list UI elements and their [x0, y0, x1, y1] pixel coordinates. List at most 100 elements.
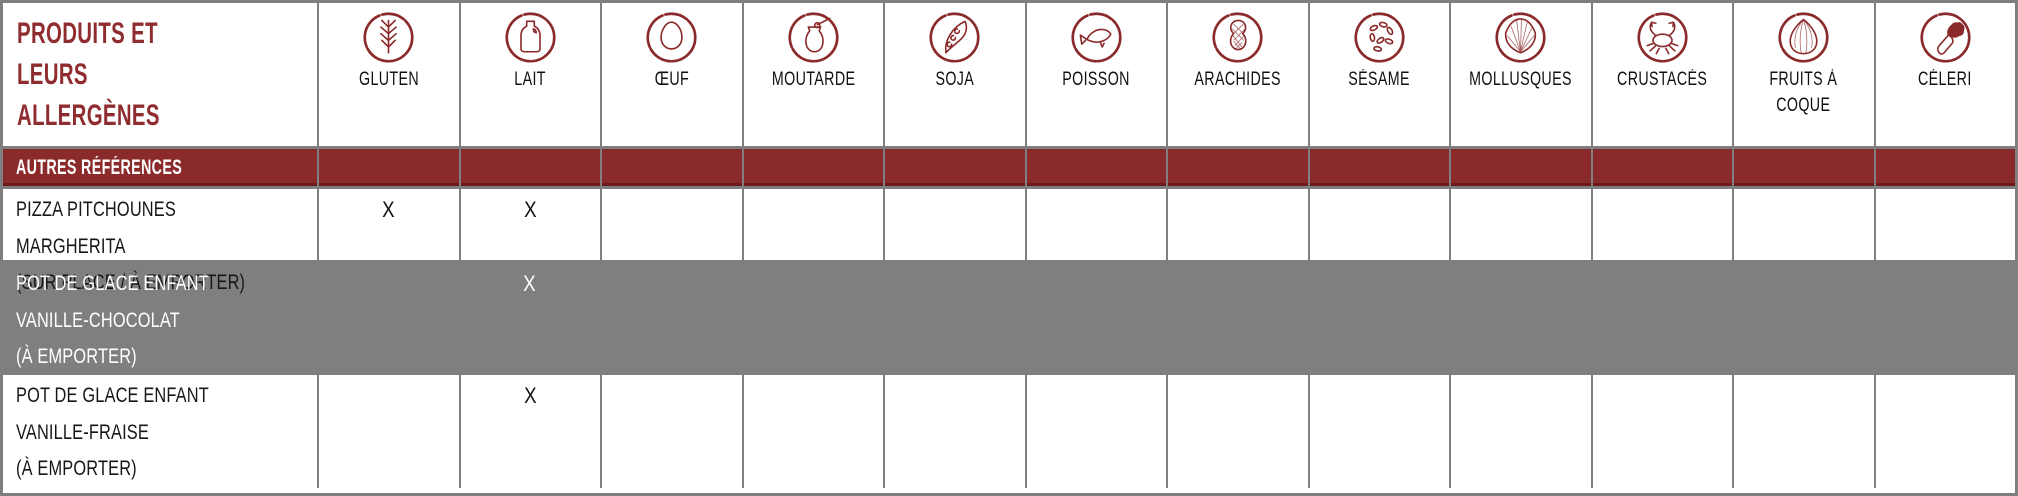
column-header-fruits-a-coque: FRUITS À COQUE — [1732, 3, 1874, 146]
mark-cell-soja — [883, 263, 1025, 376]
product-name: POT DE GLACE ENFANT VANILLE-FRAISE (À EM… — [16, 384, 209, 480]
mark-cell-crustaces — [1591, 263, 1733, 376]
mark-cell-arachides — [1166, 189, 1308, 302]
fish-icon — [1068, 9, 1125, 66]
mark-cell-sesame — [1308, 263, 1450, 376]
mark-cell-moutarde — [741, 189, 884, 302]
band-cell — [1166, 149, 1308, 186]
allergen-mark: X — [524, 197, 537, 222]
mark-cell-poisson — [1025, 263, 1167, 376]
page-title: PRODUITS ET LEURS ALLERGÈNES — [17, 17, 160, 132]
allergen-mark: X — [523, 271, 536, 296]
mark-cell-gluten — [317, 375, 459, 488]
header-row: PRODUITS ET LEURS ALLERGÈNES GLUTEN LAIT — [3, 3, 2015, 149]
mark-cell-crustaces — [1590, 189, 1733, 302]
soy-pod-icon — [926, 9, 983, 66]
mark-cell-fruits-a-coque — [1732, 189, 1874, 302]
column-header-lait: LAIT — [458, 3, 601, 146]
mark-cell-sesame — [1307, 189, 1450, 302]
product-name: PIZZA PITCHOUNES MARGHERITA (SUR PLACE /… — [16, 198, 246, 294]
band-cell — [1873, 149, 2016, 186]
product-row-pizza-pitchounes: PIZZA PITCHOUNES MARGHERITA (SUR PLACE /… — [3, 189, 2015, 302]
product-name-cell: POT DE GLACE ENFANT VANILLE-FRAISE (À EM… — [3, 375, 317, 488]
allergen-mark: X — [382, 197, 395, 222]
band-cell — [1307, 149, 1450, 186]
mark-cell-gluten — [317, 263, 459, 376]
column-header-arachides: ARACHIDES — [1166, 3, 1308, 146]
band-cell — [317, 149, 459, 186]
section-row-autres-references: AUTRES RÉFÉRENCES — [3, 149, 2015, 189]
mark-cell-gluten: X — [317, 189, 459, 302]
column-header-label: POISSON — [1062, 69, 1131, 90]
mark-cell-soja — [883, 375, 1025, 488]
product-name-cell: POT DE GLACE ENFANT VANILLE-CHOCOLAT (À … — [3, 263, 317, 376]
column-header-label: CÉLERI — [1918, 69, 1973, 90]
mark-cell-crustaces — [1590, 375, 1733, 488]
product-row-glace-vanille-fraise: POT DE GLACE ENFANT VANILLE-FRAISE (À EM… — [3, 375, 2015, 488]
column-header-label: MOLLUSQUES — [1469, 69, 1573, 90]
celery-icon — [1917, 9, 1974, 66]
mark-cell-oeuf — [600, 189, 742, 302]
gluten-icon — [360, 9, 417, 66]
band-cell — [600, 149, 742, 186]
table-title-cell: PRODUITS ET LEURS ALLERGÈNES — [3, 3, 317, 146]
column-header-moutarde: MOUTARDE — [741, 3, 884, 146]
product-name: POT DE GLACE ENFANT VANILLE-CHOCOLAT (À … — [16, 272, 209, 368]
allergen-mark: X — [524, 383, 537, 408]
mark-cell-sesame — [1307, 375, 1450, 488]
band-cell — [883, 149, 1025, 186]
mark-cell-poisson — [1024, 189, 1167, 302]
milk-bottle-icon — [502, 9, 559, 66]
mark-cell-moutarde — [741, 375, 884, 488]
column-header-label: MOUTARDE — [771, 69, 855, 90]
band-cell — [1024, 149, 1167, 186]
mark-cell-celeri — [1873, 375, 2016, 488]
column-header-oeuf: ŒUF — [600, 3, 742, 146]
mark-cell-arachides — [1166, 263, 1308, 376]
hazelnut-icon — [1775, 9, 1832, 66]
column-header-sesame: SÉSAME — [1307, 3, 1450, 146]
mark-cell-mollusques — [1449, 263, 1591, 376]
section-label: AUTRES RÉFÉRENCES — [16, 155, 183, 179]
mark-cell-fruits-a-coque — [1732, 375, 1874, 488]
column-header-soja: SOJA — [883, 3, 1025, 146]
column-header-label: ARACHIDES — [1194, 69, 1282, 90]
band-cell — [1732, 149, 1874, 186]
column-header-label: GLUTEN — [358, 69, 419, 90]
column-header-gluten: GLUTEN — [317, 3, 459, 146]
column-header-label: CRUSTACÉS — [1617, 69, 1708, 90]
band-cell — [458, 149, 601, 186]
sesame-seeds-icon — [1351, 9, 1408, 66]
scallop-shell-icon — [1492, 9, 1549, 66]
column-header-label: SÉSAME — [1348, 69, 1411, 90]
band-cell — [1590, 149, 1733, 186]
mark-cell-arachides — [1166, 375, 1308, 488]
mark-cell-oeuf — [600, 375, 742, 488]
section-label-cell: AUTRES RÉFÉRENCES — [3, 149, 317, 186]
column-header-celeri: CÉLERI — [1873, 3, 2016, 146]
mark-cell-oeuf — [600, 263, 742, 376]
egg-icon — [643, 9, 700, 66]
mark-cell-celeri — [1873, 189, 2016, 302]
product-row-glace-vanille-chocolat: POT DE GLACE ENFANT VANILLE-CHOCOLAT (À … — [3, 263, 2015, 375]
mark-cell-mollusques — [1449, 375, 1591, 488]
mark-cell-lait: X — [458, 375, 601, 488]
column-header-crustaces: CRUSTACÉS — [1590, 3, 1733, 146]
mark-cell-mollusques — [1449, 189, 1591, 302]
mark-cell-moutarde — [742, 263, 884, 376]
crab-icon — [1634, 9, 1691, 66]
mark-cell-soja — [883, 189, 1025, 302]
mark-cell-lait: X — [458, 189, 601, 302]
band-cell — [741, 149, 884, 186]
mark-cell-poisson — [1024, 375, 1167, 488]
band-cell — [1449, 149, 1591, 186]
mark-cell-celeri — [1874, 263, 2016, 376]
mark-cell-fruits-a-coque — [1732, 263, 1874, 376]
product-name-cell: PIZZA PITCHOUNES MARGHERITA (SUR PLACE /… — [3, 189, 317, 302]
column-header-poisson: POISSON — [1024, 3, 1167, 146]
column-header-mollusques: MOLLUSQUES — [1449, 3, 1591, 146]
column-header-label: ŒUF — [654, 69, 689, 90]
mark-cell-lait: X — [459, 263, 601, 376]
mustard-jar-icon — [785, 9, 842, 66]
